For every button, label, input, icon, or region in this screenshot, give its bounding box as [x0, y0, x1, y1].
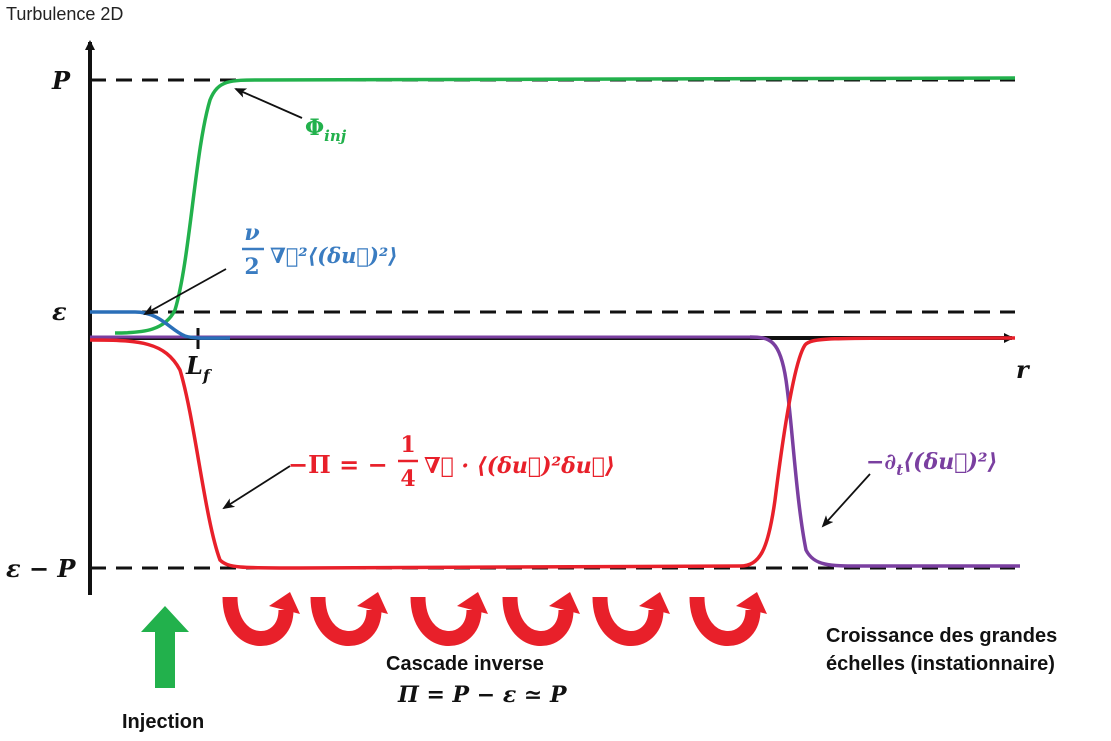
growth-annotation-line1: Croissance des grandes: [826, 625, 1057, 647]
flux-pointer-arrow: [222, 465, 291, 510]
x-tick-lf: Lf: [185, 351, 213, 385]
u-turn-arrow-icon: [410, 596, 482, 646]
u-turn-arrowhead: [736, 592, 767, 614]
cascade-annotation-title: Cascade inverse: [386, 653, 544, 675]
y-tick-epsilon-minus-p: ε − P: [6, 554, 76, 583]
flux-label-numerator: 1: [400, 432, 415, 458]
dissipation-label-numerator: ν: [244, 220, 259, 246]
dissipation-curve-label: ν 2 ∇⃗²⟨(δu⃗)²⟩: [242, 220, 398, 280]
energy-flux-curve: [89, 336, 1016, 570]
injection-flux-curve: [114, 76, 1016, 335]
unsteady-curve: [749, 335, 1020, 568]
u-turn-arrow-icon: [689, 596, 761, 646]
u-turn-arrow-icon: [222, 596, 294, 646]
growth-annotation-line2: échelles (instationnaire): [826, 653, 1055, 675]
y-tick-epsilon: ε: [52, 297, 67, 326]
dissipation-pointer-arrow: [143, 268, 227, 315]
u-turn-arrowhead: [457, 592, 488, 614]
u-turn-arrow-icon: [502, 596, 574, 646]
u-turn-arrow-icon: [592, 596, 664, 646]
chart-title: Turbulence 2D: [6, 4, 123, 24]
u-turn-arrowhead: [549, 592, 580, 614]
unsteady-pointer-arrow: [821, 473, 871, 528]
flux-label-expression: ∇⃗ · ⟨(δu⃗)²δu⃗⟩: [424, 453, 615, 479]
u-turn-arrowhead: [639, 592, 670, 614]
flux-label-prefix: −Π = −: [288, 450, 388, 479]
injection-curve-label: Φinj: [305, 115, 347, 145]
u-turn-arrowhead: [269, 592, 300, 614]
x-axis-label: r: [1016, 355, 1031, 384]
unsteady-curve-label: −∂t⟨(δu⃗)²⟩: [866, 449, 998, 479]
y-tick-p: P: [51, 66, 71, 95]
cascade-annotation-formula: Π = P − ε ≃ P: [397, 682, 568, 708]
flux-label-denominator: 4: [400, 466, 415, 492]
up-arrow-icon: [141, 606, 189, 688]
cascade-arrows: [222, 592, 767, 646]
injection-annotation: Injection: [122, 711, 204, 733]
dissipation-label-denominator: 2: [244, 254, 259, 280]
dissipation-label-expression: ∇⃗²⟨(δu⃗)²⟩: [270, 243, 398, 268]
u-turn-arrowhead: [357, 592, 388, 614]
u-turn-arrow-icon: [310, 596, 382, 646]
injection-pointer-arrow: [234, 88, 303, 119]
flux-curve-label: −Π = − 1 4 ∇⃗ · ⟨(δu⃗)²δu⃗⟩: [288, 432, 615, 492]
